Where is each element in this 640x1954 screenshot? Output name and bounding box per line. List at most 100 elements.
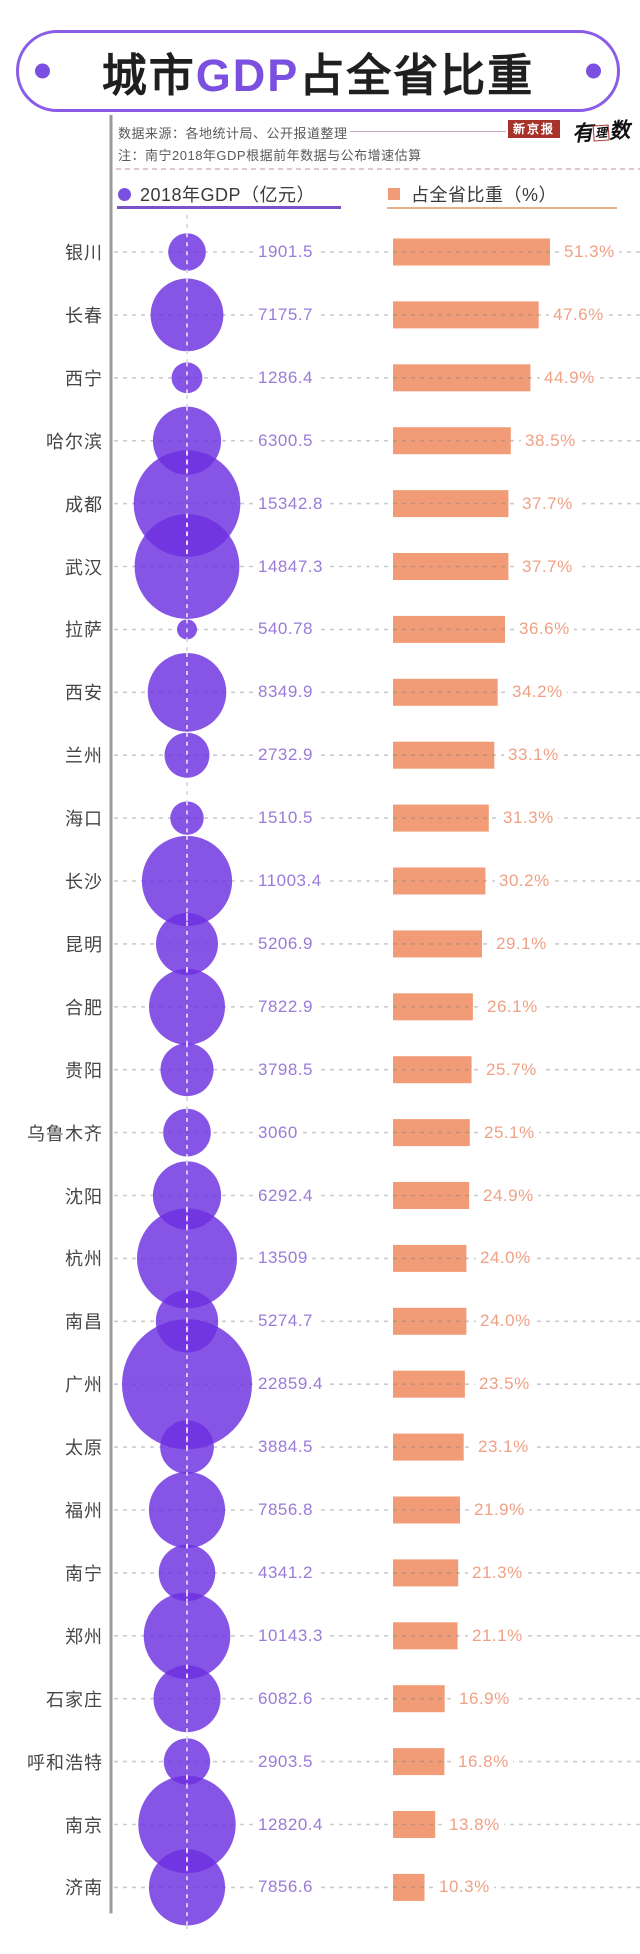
- pct-value-海口: 31.3%: [499, 808, 558, 829]
- legend-gdp-underline: [117, 206, 341, 209]
- gdp-value-广州: 22859.4: [254, 1374, 327, 1395]
- bar-沈阳: [393, 1182, 470, 1209]
- city-label-昆明: 昆明: [65, 934, 103, 955]
- gdp-value-成都: 15342.8: [254, 493, 327, 514]
- city-label-呼和浩特: 呼和浩特: [27, 1752, 103, 1773]
- bar-成都: [393, 490, 509, 518]
- city-label-兰州: 兰州: [65, 746, 103, 767]
- legend-share: 占全省比重（%）: [388, 183, 557, 205]
- city-label-武汉: 武汉: [65, 557, 103, 578]
- city-label-银川: 银川: [65, 243, 103, 263]
- gdp-value-呼和浩特: 2903.5: [254, 1751, 317, 1772]
- gdp-value-贵阳: 3798.5: [254, 1059, 317, 1080]
- gdp-value-石家庄: 6082.6: [254, 1688, 317, 1709]
- pct-value-成都: 37.7%: [518, 493, 577, 514]
- bubble-乌鲁木齐: [163, 1108, 211, 1157]
- gdp-value-沈阳: 6292.4: [254, 1185, 317, 1206]
- title-right: 占全省比重: [299, 49, 535, 101]
- pct-value-兰州: 33.1%: [504, 745, 563, 766]
- logo-connector-line: [350, 131, 506, 132]
- bar-郑州: [393, 1622, 458, 1650]
- gdp-value-乌鲁木齐: 3060: [254, 1122, 302, 1143]
- city-label-贵阳: 贵阳: [65, 1060, 103, 1081]
- bar-昆明: [393, 930, 482, 958]
- pct-value-呼和浩特: 16.8%: [454, 1751, 513, 1772]
- gdp-value-太原: 3884.5: [254, 1437, 317, 1458]
- city-label-合肥: 合肥: [65, 997, 103, 1018]
- bar-武汉: [393, 553, 509, 580]
- bar-兰州: [393, 741, 495, 769]
- pct-value-贵阳: 25.7%: [482, 1059, 541, 1080]
- gdp-value-福州: 7856.8: [254, 1500, 317, 1520]
- city-label-沈阳: 沈阳: [65, 1186, 103, 1207]
- pct-value-济南: 10.3%: [435, 1877, 494, 1898]
- data-source-note: 数据来源：各地统计局、公开报道整理: [118, 126, 348, 141]
- gdp-value-南宁: 4341.2: [254, 1562, 317, 1583]
- city-label-西安: 西安: [65, 683, 103, 704]
- pct-value-武汉: 37.7%: [518, 556, 577, 577]
- page-title: 城市GDP占全省比重: [102, 39, 535, 104]
- gdp-value-杭州: 13509: [254, 1248, 312, 1269]
- gdp-value-长春: 7175.7: [254, 304, 317, 325]
- city-label-广州: 广州: [65, 1375, 103, 1396]
- bar-西宁: [393, 364, 531, 392]
- bubble-郑州: [143, 1592, 231, 1680]
- pill-dot-left: [35, 63, 50, 79]
- city-label-福州: 福州: [65, 1501, 103, 1521]
- gdp-value-银川: 1901.5: [254, 242, 317, 262]
- pct-value-南宁: 21.3%: [468, 1562, 527, 1583]
- city-label-长沙: 长沙: [65, 872, 103, 892]
- bar-太原: [393, 1433, 464, 1461]
- pct-value-郑州: 21.1%: [468, 1625, 527, 1646]
- bubble-呼和浩特: [163, 1738, 211, 1785]
- city-label-济南: 济南: [65, 1878, 103, 1899]
- gdp-value-西宁: 1286.4: [254, 367, 317, 388]
- pct-value-石家庄: 16.9%: [455, 1688, 514, 1709]
- pct-value-广州: 23.5%: [475, 1374, 534, 1395]
- bubble-杭州: [137, 1208, 237, 1309]
- gdp-value-哈尔滨: 6300.5: [254, 430, 317, 451]
- bubble-昆明: [156, 912, 218, 975]
- legend-bar-icon: [388, 188, 400, 200]
- city-label-海口: 海口: [65, 809, 103, 830]
- city-label-长春: 长春: [65, 305, 103, 326]
- legend-share-label: 占全省比重（%）: [411, 185, 558, 205]
- bar-济南: [393, 1873, 425, 1901]
- bar-福州: [393, 1496, 460, 1524]
- bar-乌鲁木齐: [393, 1119, 470, 1147]
- pill-dot-right: [586, 63, 601, 79]
- title-left: 城市: [101, 49, 196, 101]
- city-label-西宁: 西宁: [65, 368, 103, 389]
- city-label-杭州: 杭州: [65, 1249, 103, 1270]
- gdp-value-郑州: 10143.3: [254, 1625, 327, 1646]
- legend-gdp: 2018年GDP（亿元）: [118, 183, 315, 205]
- legend-bubble-icon: [118, 187, 131, 201]
- bubble-西宁: [171, 362, 203, 394]
- city-label-石家庄: 石家庄: [46, 1689, 103, 1710]
- pct-value-哈尔滨: 38.5%: [521, 430, 580, 451]
- bar-贵阳: [393, 1056, 472, 1084]
- title-pill: 城市GDP占全省比重: [16, 30, 620, 112]
- city-label-太原: 太原: [65, 1438, 103, 1459]
- bar-海口: [393, 804, 489, 832]
- bar-长沙: [393, 867, 486, 895]
- gdp-value-西安: 8349.9: [254, 682, 317, 703]
- gdp-value-长沙: 11003.4: [254, 871, 326, 891]
- bar-南宁: [393, 1559, 459, 1587]
- pct-value-太原: 23.1%: [474, 1437, 533, 1458]
- bubble-石家庄: [153, 1665, 221, 1733]
- bar-哈尔滨: [393, 427, 511, 455]
- gdp-value-南昌: 5274.7: [254, 1311, 317, 1332]
- gdp-value-武汉: 14847.3: [254, 556, 327, 577]
- dashed-separator: [116, 168, 640, 170]
- bubble-武汉: [134, 514, 240, 619]
- city-label-郑州: 郑州: [65, 1626, 103, 1647]
- bar-合肥: [393, 993, 473, 1021]
- pct-value-西安: 34.2%: [508, 682, 567, 703]
- pct-value-长春: 47.6%: [549, 304, 608, 325]
- bar-西安: [393, 678, 498, 706]
- city-label-南京: 南京: [65, 1815, 103, 1836]
- pct-value-长沙: 30.2%: [495, 871, 554, 891]
